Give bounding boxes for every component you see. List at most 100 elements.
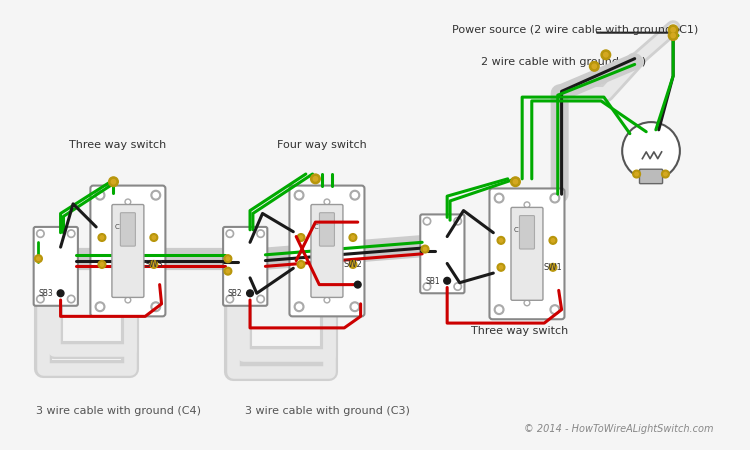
Circle shape xyxy=(494,305,504,315)
Circle shape xyxy=(424,284,429,288)
Circle shape xyxy=(299,263,303,266)
Circle shape xyxy=(37,295,44,303)
Circle shape xyxy=(297,234,304,241)
Circle shape xyxy=(455,284,460,288)
Circle shape xyxy=(294,190,304,200)
Circle shape xyxy=(98,261,106,268)
Circle shape xyxy=(634,172,638,176)
Circle shape xyxy=(68,230,75,238)
Text: SW3: SW3 xyxy=(144,260,164,269)
FancyBboxPatch shape xyxy=(320,213,334,246)
Circle shape xyxy=(350,302,360,311)
Text: SW1: SW1 xyxy=(544,263,562,272)
Circle shape xyxy=(454,283,461,290)
Circle shape xyxy=(511,177,520,187)
Circle shape xyxy=(622,122,680,180)
Circle shape xyxy=(455,219,460,223)
Circle shape xyxy=(423,248,427,251)
Text: C: C xyxy=(514,227,518,233)
FancyBboxPatch shape xyxy=(490,189,565,319)
Circle shape xyxy=(256,230,265,238)
Circle shape xyxy=(549,237,556,244)
FancyBboxPatch shape xyxy=(520,216,535,249)
Circle shape xyxy=(247,290,254,297)
Circle shape xyxy=(37,230,44,238)
Circle shape xyxy=(256,295,265,303)
Circle shape xyxy=(294,302,304,311)
Circle shape xyxy=(226,270,230,273)
Circle shape xyxy=(549,263,556,271)
Circle shape xyxy=(552,195,557,201)
Circle shape xyxy=(111,180,116,184)
Circle shape xyxy=(552,307,557,312)
Circle shape xyxy=(310,174,320,184)
Circle shape xyxy=(497,237,505,244)
Circle shape xyxy=(95,190,105,200)
Circle shape xyxy=(296,193,302,198)
FancyBboxPatch shape xyxy=(511,207,543,300)
Circle shape xyxy=(494,193,504,203)
Circle shape xyxy=(153,304,158,310)
Circle shape xyxy=(100,263,104,266)
Circle shape xyxy=(349,261,357,268)
Circle shape xyxy=(38,232,43,236)
Circle shape xyxy=(422,245,429,253)
Circle shape xyxy=(151,302,160,311)
Circle shape xyxy=(668,31,678,40)
Circle shape xyxy=(314,177,317,181)
Circle shape xyxy=(551,238,555,242)
Text: 2 wire cable with ground (C2): 2 wire cable with ground (C2) xyxy=(481,57,646,67)
Circle shape xyxy=(228,232,232,236)
Text: 3 wire cable with ground (C3): 3 wire cable with ground (C3) xyxy=(244,405,410,416)
Circle shape xyxy=(349,234,357,241)
Circle shape xyxy=(496,195,502,201)
FancyBboxPatch shape xyxy=(290,185,364,316)
Circle shape xyxy=(601,50,610,59)
FancyBboxPatch shape xyxy=(420,214,464,293)
Circle shape xyxy=(423,217,430,225)
Circle shape xyxy=(668,25,678,35)
Circle shape xyxy=(526,302,529,304)
Circle shape xyxy=(324,199,330,205)
Circle shape xyxy=(352,304,358,310)
Text: SB3: SB3 xyxy=(38,289,53,298)
Circle shape xyxy=(224,255,232,262)
Circle shape xyxy=(526,203,529,206)
Circle shape xyxy=(496,307,502,312)
Circle shape xyxy=(150,261,158,268)
Circle shape xyxy=(424,219,429,223)
Circle shape xyxy=(153,193,158,198)
Circle shape xyxy=(592,64,596,68)
Circle shape xyxy=(226,295,234,303)
Text: Power source (2 wire cable with ground, C1): Power source (2 wire cable with ground, … xyxy=(452,25,698,35)
Circle shape xyxy=(68,295,75,303)
Circle shape xyxy=(69,232,74,236)
Circle shape xyxy=(34,255,42,262)
Circle shape xyxy=(37,257,40,261)
Circle shape xyxy=(633,170,640,178)
Circle shape xyxy=(152,236,155,239)
Circle shape xyxy=(127,201,129,203)
Circle shape xyxy=(259,297,262,301)
Circle shape xyxy=(524,202,530,208)
FancyBboxPatch shape xyxy=(223,227,267,306)
Circle shape xyxy=(590,62,599,71)
Circle shape xyxy=(497,263,505,271)
Circle shape xyxy=(150,234,158,241)
Circle shape xyxy=(664,172,668,176)
Circle shape xyxy=(524,300,530,306)
Circle shape xyxy=(550,305,560,315)
Circle shape xyxy=(500,266,502,269)
Circle shape xyxy=(259,232,262,236)
FancyBboxPatch shape xyxy=(121,213,136,246)
Circle shape xyxy=(671,33,675,38)
Circle shape xyxy=(57,290,64,297)
Circle shape xyxy=(125,297,130,303)
Circle shape xyxy=(351,236,355,239)
FancyBboxPatch shape xyxy=(91,185,166,316)
Circle shape xyxy=(299,236,303,239)
Circle shape xyxy=(226,257,230,261)
Circle shape xyxy=(423,283,430,290)
FancyBboxPatch shape xyxy=(112,204,144,297)
Text: SB1: SB1 xyxy=(425,277,439,286)
